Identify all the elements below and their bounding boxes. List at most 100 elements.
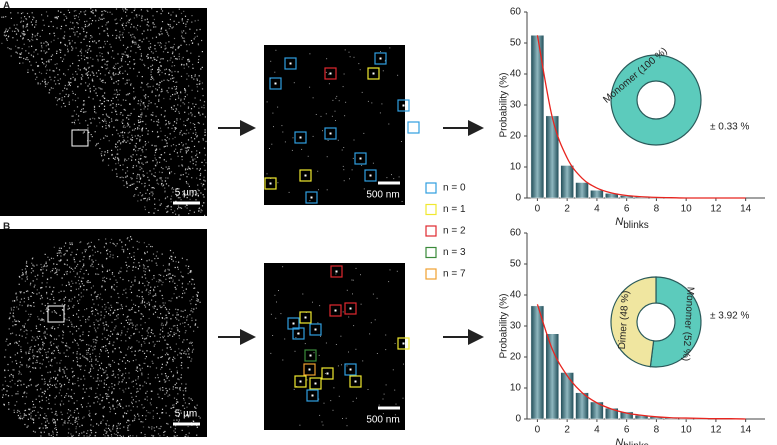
speckle [194,284,195,285]
speckle [181,156,182,157]
speckle [139,385,140,386]
speckle [182,258,183,259]
speckle [347,425,348,426]
speckle [120,40,121,41]
speckle [140,169,141,170]
speckle [88,335,89,336]
speckle [155,312,156,313]
speckle [98,313,99,314]
speckle [330,400,331,401]
speckle [141,345,142,346]
speckle [91,389,92,390]
speckle [383,399,384,400]
speckle [176,367,177,368]
speckle [17,381,18,382]
speckle [44,393,45,394]
speckle [176,123,177,124]
speckle [125,100,126,101]
speckle [119,239,120,240]
speckle [180,45,181,46]
speckle [148,374,149,375]
speckle [144,434,145,435]
speckle [78,36,79,37]
speckle [177,285,178,286]
speckle [91,307,92,308]
speckle [194,33,195,34]
speckle [116,302,117,303]
speckle [152,333,153,334]
speckle [149,185,150,186]
speckle [138,135,139,136]
speckle [160,131,161,132]
speckle [83,332,84,333]
speckle [81,52,82,53]
speckle [169,123,170,124]
speckle [175,129,176,130]
speckle [48,423,49,424]
speckle [29,358,30,359]
speckle [121,242,122,243]
speckle [203,105,204,106]
speckle [88,331,89,332]
speckle [46,292,47,293]
speckle [146,260,147,261]
speckle [134,10,135,11]
speckle [44,391,45,392]
speckle [77,31,78,32]
speckle [91,11,92,12]
speckle [173,26,174,27]
speckle [38,331,39,332]
speckle [101,311,102,312]
speckle [175,99,176,100]
speckle [182,323,183,324]
speckle [108,364,109,365]
speckle [116,114,117,115]
speckle [146,410,147,411]
y-tick-label: 50 [510,259,522,270]
speckle [156,180,157,181]
speckle [95,112,96,113]
speckle [142,421,143,422]
speckle [171,196,172,197]
speckle [17,53,18,54]
speckle [143,316,144,317]
speckle [92,80,93,81]
speckle [172,275,173,276]
speckle [132,137,133,138]
speckle [333,387,334,388]
speckle [31,263,32,264]
speckle [175,309,176,310]
speckle [142,301,143,302]
speckle [148,130,149,131]
speckle [128,280,129,281]
speckle [108,21,109,22]
speckle [87,430,88,431]
speckle [33,337,34,338]
speckle [19,371,20,372]
speckle [155,295,156,296]
speckle [174,65,175,66]
speckle [181,36,182,37]
speckle [126,183,127,184]
speckle [163,51,164,52]
speckle [127,170,128,171]
speckle [35,386,36,387]
speckle [28,367,29,368]
speckle [82,340,83,341]
speckle [48,357,49,358]
speckle [97,374,98,375]
speckle [85,319,86,320]
speckle [199,170,200,171]
speckle [177,435,178,436]
speckle [29,40,30,41]
speckle [143,31,144,32]
speckle [181,310,182,311]
speckle [101,151,102,152]
speckle [154,344,155,345]
speckle [75,32,76,33]
speckle [46,262,47,263]
speckle [165,135,166,136]
speckle [169,300,170,301]
speckle [116,147,117,148]
speckle [134,279,135,280]
